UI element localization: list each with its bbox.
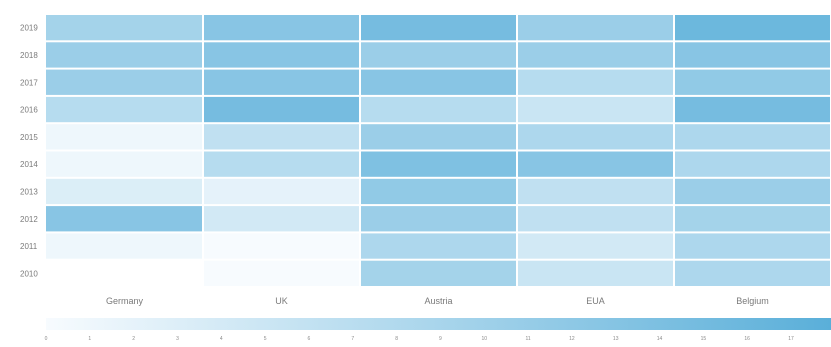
color-scale-tick-label: 14	[657, 336, 663, 342]
heatmap-cell-austria-2011	[361, 233, 516, 259]
color-scale-tick-label: 9	[439, 336, 442, 342]
color-scale-tick-label: 17	[788, 336, 794, 342]
y-tick-label: 2012	[20, 215, 38, 224]
color-scale-tick-label: 15	[701, 336, 707, 342]
heatmap-cell-belgium-2013	[675, 178, 830, 205]
y-tick-label: 2015	[20, 133, 38, 142]
heatmap-cell-uk-2010	[204, 260, 359, 286]
color-scale-tick-label: 8	[395, 336, 398, 342]
heatmap-cell-eua-2019	[518, 15, 673, 41]
heatmap-cell-belgium-2012	[675, 206, 830, 232]
heatmap-cell-uk-2012	[204, 206, 359, 232]
color-scale-tick-label: 10	[481, 336, 487, 342]
heatmap-cell-uk-2019	[204, 15, 359, 41]
heatmap-cell-uk-2014	[204, 151, 359, 177]
heatmap-cell-belgium-2017	[675, 69, 830, 95]
x-tick-label: Austria	[424, 296, 452, 306]
color-scale-tick-label: 12	[569, 336, 575, 342]
heatmap-cell-germany-2013	[46, 178, 202, 205]
color-scale-tick-label: 5	[264, 336, 267, 342]
y-tick-label: 2019	[20, 24, 38, 33]
heatmap-cell-germany-2017	[46, 69, 202, 95]
color-scale-bar	[46, 318, 831, 330]
heatmap-cell-germany-2016	[46, 96, 202, 123]
heatmap-cell-germany-2019	[46, 15, 202, 41]
x-tick-label: EUA	[586, 296, 605, 306]
heatmap-cell-austria-2013	[361, 178, 516, 205]
color-scale-tick-label: 4	[220, 336, 223, 342]
y-tick-label: 2011	[20, 242, 38, 251]
heatmap-cell-germany-2015	[46, 124, 202, 150]
x-tick-label: Germany	[106, 296, 144, 306]
heatmap-cell-germany-2014	[46, 151, 202, 177]
heatmap-cell-eua-2017	[518, 69, 673, 95]
heatmap-cell-austria-2018	[361, 42, 516, 68]
heatmap-cell-germany-2011	[46, 233, 202, 259]
heatmap-cell-belgium-2015	[675, 124, 830, 150]
heatmap-cell-uk-2013	[204, 178, 359, 205]
heatmap-cells	[46, 15, 830, 286]
x-axis-labels: Germany UK Austria EUA Belgium	[106, 296, 769, 306]
heatmap-cell-belgium-2018	[675, 42, 830, 68]
color-scale-legend	[46, 318, 831, 330]
heatmap-cell-uk-2018	[204, 42, 359, 68]
color-scale-ticks: 0 1 2 3 4 5 6 7 8 9 10 11 12 13 14 15 16 17	[45, 336, 794, 342]
heatmap-cell-eua-2011	[518, 233, 673, 259]
heatmap-cell-germany-2012	[46, 206, 202, 232]
color-scale-tick-label: 1	[88, 336, 91, 342]
heatmap-cell-austria-2019	[361, 15, 516, 41]
heatmap-cell-austria-2015	[361, 124, 516, 150]
heatmap-cell-uk-2016	[204, 96, 359, 123]
color-scale-tick-label: 11	[525, 336, 530, 342]
heatmap-cell-eua-2010	[518, 260, 673, 286]
heatmap-cell-uk-2011	[204, 233, 359, 259]
heatmap-cell-uk-2017	[204, 69, 359, 95]
color-scale-tick-label: 3	[176, 336, 179, 342]
heatmap-cell-austria-2017	[361, 69, 516, 95]
y-axis-labels: 2019 2018 2017 2016 2015 2014 2013 2012 2011 2010	[20, 24, 38, 279]
heatmap-cell-eua-2013	[518, 178, 673, 205]
heatmap-cell-belgium-2014	[675, 151, 830, 177]
y-tick-label: 2018	[20, 51, 38, 60]
heatmap-cell-belgium-2016	[675, 96, 830, 123]
y-tick-label: 2013	[20, 187, 38, 196]
heatmap-cell-eua-2012	[518, 206, 673, 232]
heatmap-cell-austria-2014	[361, 151, 516, 177]
y-tick-label: 2014	[20, 160, 38, 169]
heatmap-cell-austria-2016	[361, 96, 516, 123]
color-scale-tick-label: 6	[308, 336, 311, 342]
x-tick-label: UK	[275, 296, 288, 306]
heatmap-cell-eua-2018	[518, 42, 673, 68]
color-scale-tick-label: 2	[132, 336, 135, 342]
color-scale-tick-label: 7	[351, 336, 354, 342]
color-scale-tick-label: 16	[744, 336, 750, 342]
heatmap-cell-austria-2012	[361, 206, 516, 232]
heatmap-cell-eua-2014	[518, 151, 673, 177]
color-scale-tick-label: 0	[45, 336, 48, 342]
heatmap-cell-austria-2010	[361, 260, 516, 286]
heatmap-cell-germany-2018	[46, 42, 202, 68]
heatmap-cell-eua-2015	[518, 124, 673, 150]
y-tick-label: 2010	[20, 269, 38, 278]
heatmap-cell-belgium-2011	[675, 233, 830, 259]
x-tick-label: Belgium	[736, 296, 769, 306]
heatmap-cell-uk-2015	[204, 124, 359, 150]
heatmap-cell-eua-2016	[518, 96, 673, 123]
y-tick-label: 2016	[20, 106, 38, 115]
heatmap-cell-belgium-2010	[675, 260, 830, 286]
color-scale-tick-label: 13	[613, 336, 619, 342]
y-tick-label: 2017	[20, 78, 38, 87]
heatmap-cell-belgium-2019	[675, 15, 830, 41]
